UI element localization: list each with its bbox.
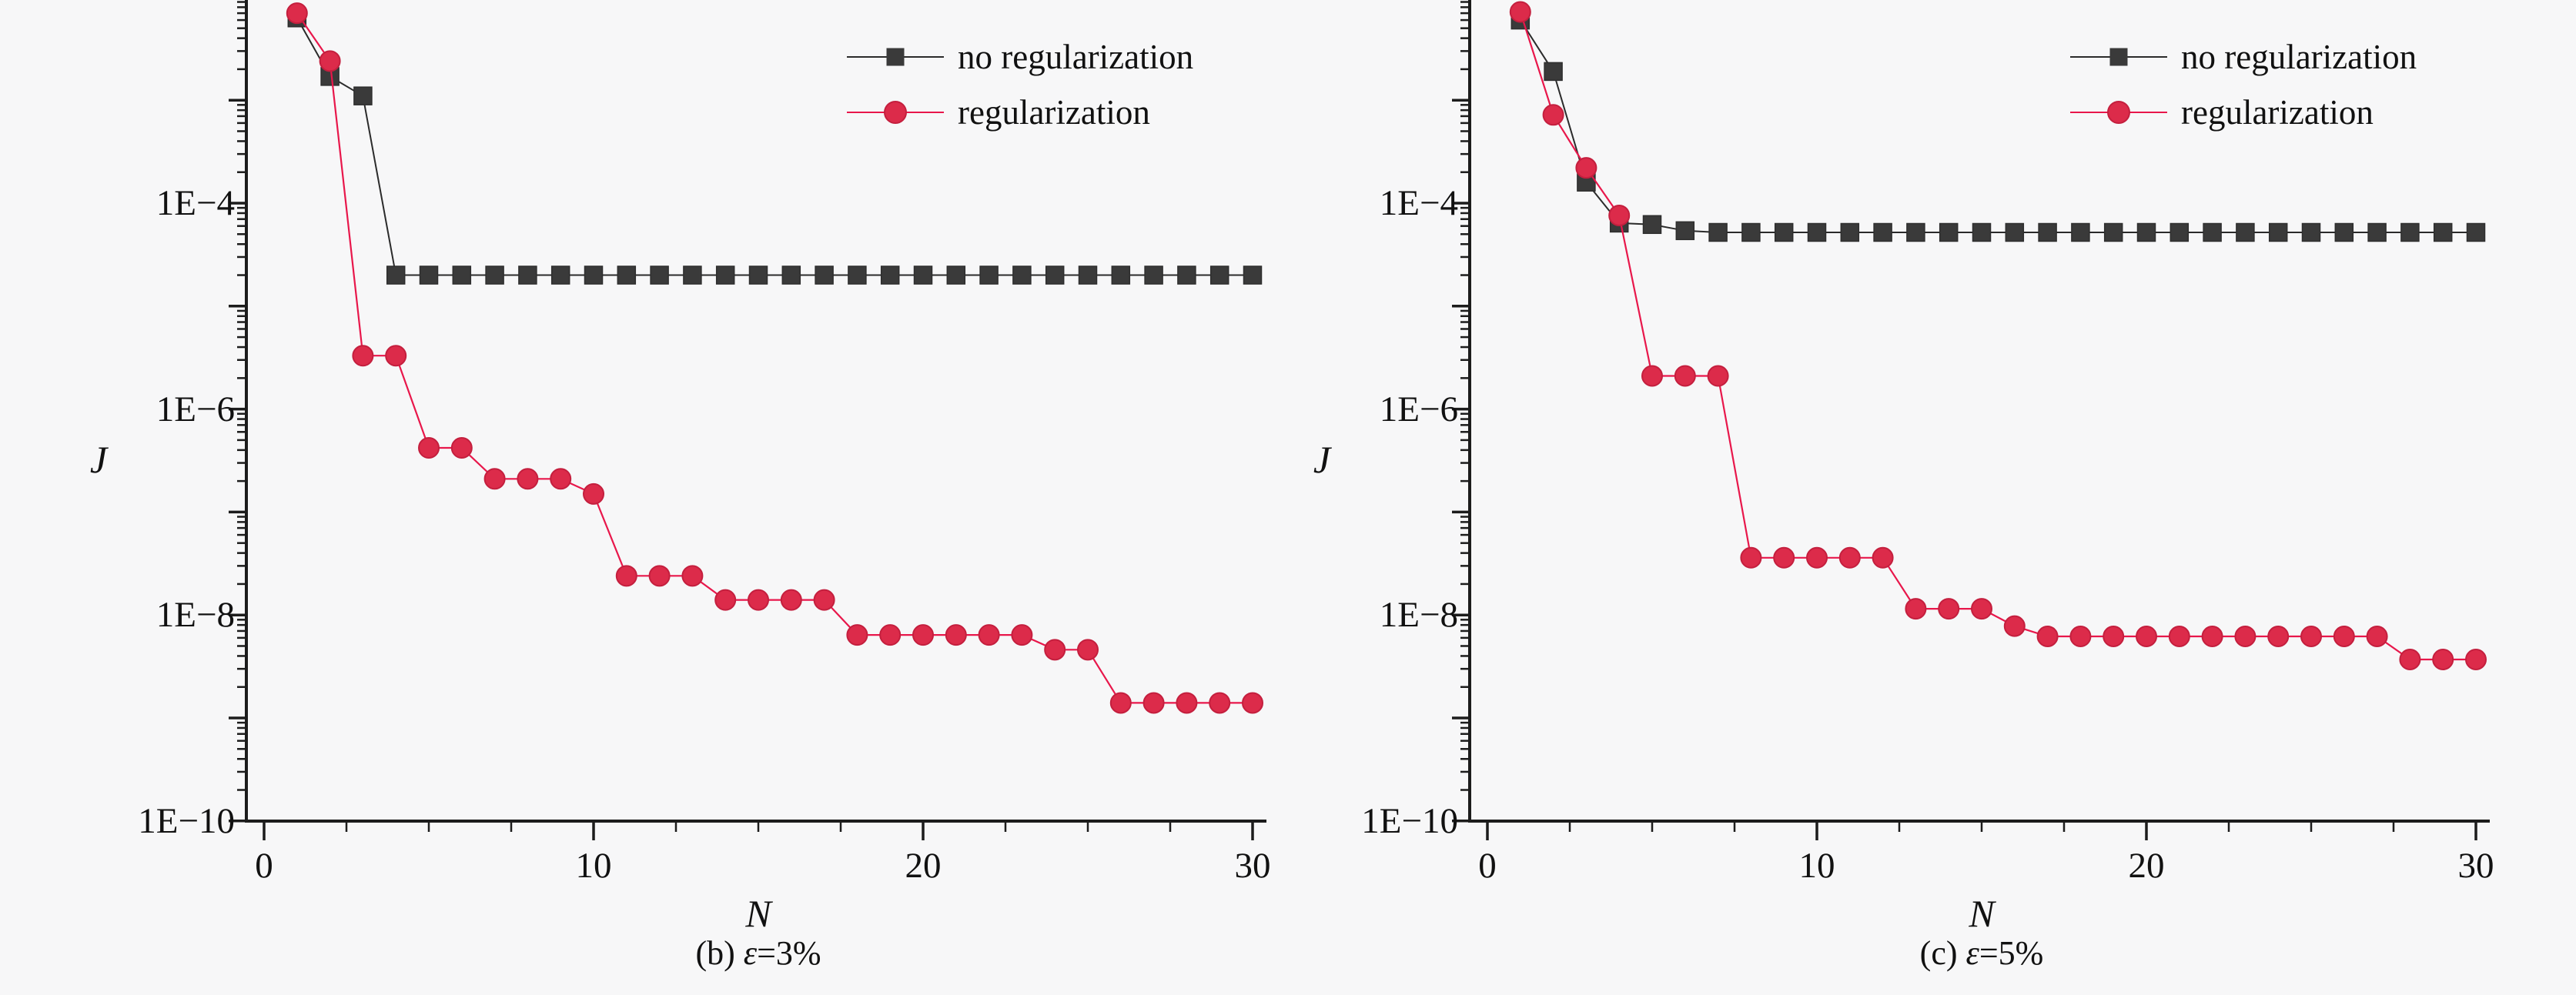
chart-c-ytick-1e-8: 1E−8 bbox=[1379, 595, 1458, 635]
chart-c-ytick-1e-6: 1E−6 bbox=[1379, 389, 1458, 429]
chart-c-xtick-20: 20 bbox=[2128, 846, 2165, 886]
legend-label: no regularization bbox=[958, 38, 1194, 76]
chart-b-xlabel-N: N bbox=[745, 892, 771, 935]
legend-label: regularization bbox=[958, 93, 1150, 132]
chart-c-plot-area bbox=[1452, 0, 2490, 840]
chart-b-xtick-30: 30 bbox=[1234, 846, 1271, 886]
chart-c-ylabel-J: J bbox=[1313, 438, 1331, 481]
legend-line-red bbox=[2070, 101, 2167, 124]
chart-b-plot-area bbox=[229, 0, 1266, 840]
chart-b-ytick-1e-4: 1E−4 bbox=[156, 183, 235, 223]
chart-c-xtick-10: 10 bbox=[1798, 846, 1835, 886]
chart-b-ylabel-J: J bbox=[89, 438, 108, 481]
chart-c-legend-regularization: regularization bbox=[2070, 88, 2374, 136]
chart-b-caption: (b) ε=3% bbox=[695, 934, 821, 972]
legend-line-red bbox=[847, 101, 944, 124]
chart-b-eps-3pct: 1E−4 1E−6 1E−8 1E−10 0 10 20 30 J N no r… bbox=[89, 0, 1271, 972]
chart-c-ytick-1e-10: 1E−10 bbox=[1361, 801, 1458, 841]
legend-label: no regularization bbox=[2181, 38, 2417, 76]
circle-marker-icon bbox=[884, 101, 907, 124]
chart-b-xtick-10: 10 bbox=[575, 846, 612, 886]
circle-marker-icon bbox=[2107, 101, 2130, 124]
legend-label: regularization bbox=[2181, 93, 2374, 132]
legend-line-black bbox=[2070, 48, 2167, 66]
chart-c-xtick-0: 0 bbox=[1478, 846, 1497, 886]
chart-b-ytick-1e-6: 1E−6 bbox=[156, 389, 235, 429]
square-marker-icon bbox=[2109, 48, 2128, 66]
legend-line-black bbox=[847, 48, 944, 66]
chart-b-ytick-1e-8: 1E−8 bbox=[156, 595, 235, 635]
chart-b-legend-regularization: regularization bbox=[847, 88, 1150, 136]
chart-b-xtick-0: 0 bbox=[255, 846, 273, 886]
chart-c-caption: (c) ε=5% bbox=[1919, 934, 2044, 972]
chart-c-legend-no-regularization: no regularization bbox=[2070, 33, 2417, 81]
chart-b-ytick-1e-10: 1E−10 bbox=[138, 801, 235, 841]
chart-c-xtick-30: 30 bbox=[2457, 846, 2494, 886]
chart-c-xlabel-N: N bbox=[1969, 892, 1995, 935]
square-marker-icon bbox=[886, 48, 905, 66]
chart-c-ytick-1e-4: 1E−4 bbox=[1379, 183, 1458, 223]
chart-b-legend-no-regularization: no regularization bbox=[847, 33, 1193, 81]
chart-c-eps-5pct: 1E−4 1E−6 1E−8 1E−10 0 10 20 30 J N no r… bbox=[1223, 0, 2576, 995]
chart-b-xtick-20: 20 bbox=[905, 846, 942, 886]
